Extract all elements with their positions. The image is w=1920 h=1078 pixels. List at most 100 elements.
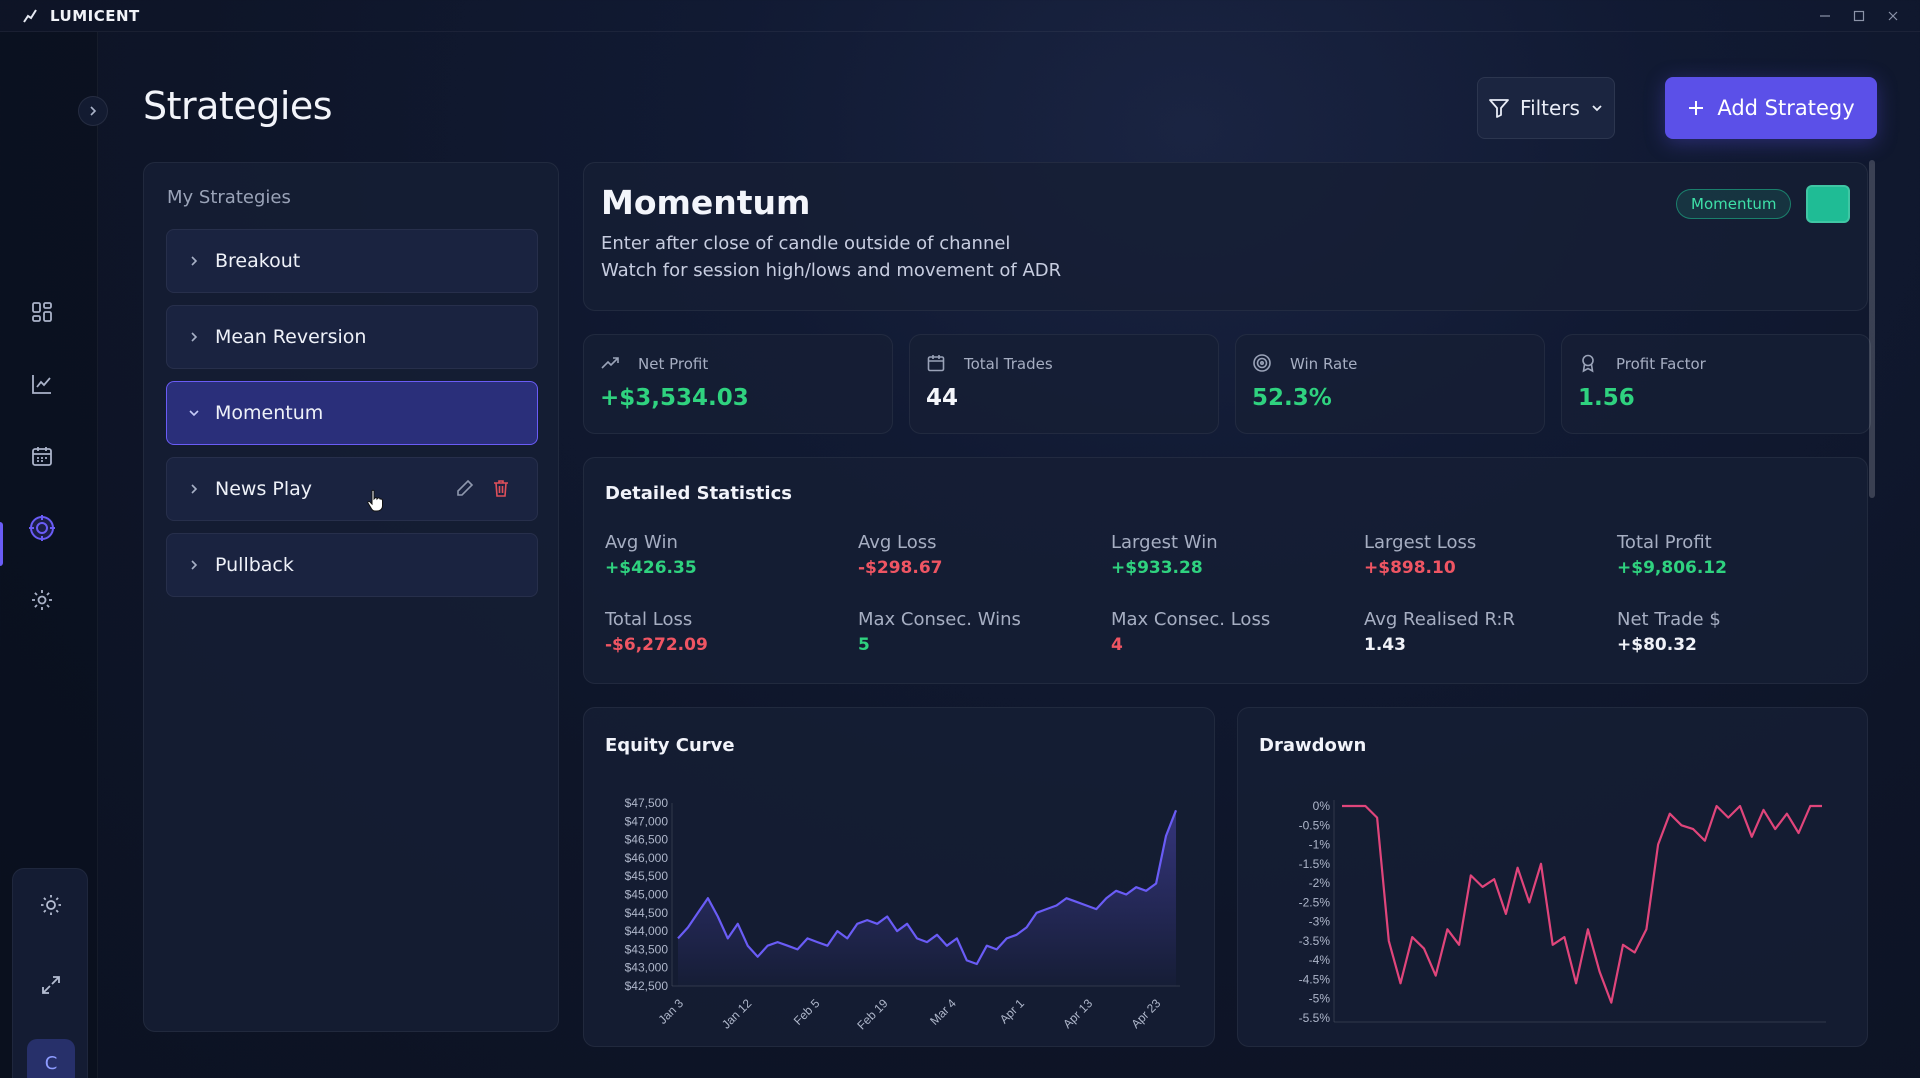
strategy-item-mean-reversion[interactable]: Mean Reversion [166, 305, 538, 369]
equity-curve-chart: $47,500 $47,000 $46,500 $46,000 $45,500 $45,0… [625, 796, 1180, 1033]
edit-icon[interactable] [455, 478, 475, 502]
strategy-label: Breakout [215, 250, 301, 272]
strategy-label: News Play [215, 478, 313, 500]
dstat-value: +$933.28 [1111, 558, 1203, 578]
collapse-sidebar-button[interactable] [78, 96, 108, 126]
dstat-avg-loss: Avg Loss -$298.67 [858, 532, 943, 578]
detailed-statistics-title: Detailed Statistics [605, 483, 792, 504]
app-logo-icon [23, 8, 37, 23]
stat-value: 52.3% [1252, 385, 1332, 411]
y-tick-label: -4% [1309, 953, 1331, 967]
chevron-right-icon [187, 482, 201, 496]
trash-icon[interactable] [491, 478, 511, 502]
dstat-total-loss: Total Loss -$6,272.09 [605, 609, 708, 655]
dstat-label: Avg Win [605, 532, 678, 553]
dstat-label: Avg Loss [858, 532, 937, 553]
dstat-label: Largest Loss [1364, 532, 1477, 553]
dstat-label: Total Profit [1617, 532, 1712, 553]
expand-icon[interactable] [29, 963, 73, 1007]
y-tick-label: -1% [1309, 838, 1331, 852]
chevron-down-icon [187, 406, 201, 420]
y-tick-label: $46,000 [625, 851, 669, 865]
dstat-total-profit: Total Profit +$9,806.12 [1617, 532, 1727, 578]
strategy-item-breakout[interactable]: Breakout [166, 229, 538, 293]
y-tick-label: -3.5% [1299, 934, 1331, 948]
stat-label: Profit Factor [1616, 355, 1706, 373]
chart-icon[interactable] [24, 366, 60, 402]
dstat-value: -$298.67 [858, 558, 943, 578]
strategy-label: Pullback [215, 554, 294, 576]
app-name: LUMICENT [50, 6, 140, 25]
target-icon[interactable] [24, 510, 60, 546]
x-tick-label: Feb 19 [854, 996, 891, 1033]
drawdown-card: 0% -0.5% -1% -1.5% -2% -2.5% -3% -3.5% -4% -4.5% -… [1237, 707, 1868, 1047]
x-tick-label: Apr 1 [997, 996, 1027, 1026]
y-tick-label: $44,500 [625, 906, 669, 920]
strategy-item-news-play[interactable]: News Play [166, 457, 538, 521]
equity-area [678, 810, 1176, 986]
dstat-net-trade: Net Trade $ +$80.32 [1617, 609, 1721, 655]
filter-icon [1489, 99, 1509, 118]
chevron-right-icon [187, 254, 201, 268]
y-tick-label: $45,000 [625, 888, 669, 902]
stat-card-total-trades: Total Trades 44 [909, 334, 1219, 434]
strategy-description-line: Watch for session high/lows and movement… [601, 260, 1062, 281]
dstat-avg-win: Avg Win +$426.35 [605, 532, 697, 578]
dstat-largest-win: Largest Win +$933.28 [1111, 532, 1218, 578]
y-tick-label: -1.5% [1299, 857, 1331, 871]
strategy-color-swatch[interactable] [1806, 185, 1850, 223]
dstat-label: Max Consec. Loss [1111, 609, 1271, 630]
chevron-right-icon [90, 106, 97, 116]
filters-button[interactable]: Filters [1477, 77, 1615, 139]
y-tick-label: -5% [1309, 992, 1331, 1006]
dstat-value: -$6,272.09 [605, 635, 708, 655]
y-tick-label: $43,500 [625, 942, 669, 956]
dstat-largest-loss: Largest Loss +$898.10 [1364, 532, 1476, 578]
strategies-panel: My Strategies Breakout Mean Reversion Mo… [143, 162, 559, 1032]
minimize-icon[interactable] [1812, 4, 1838, 28]
y-tick-label: $44,000 [625, 924, 669, 938]
main-scrollbar[interactable] [1869, 160, 1875, 498]
x-tick-label: Jan 3 [655, 996, 686, 1027]
x-tick-label: Jan 12 [719, 996, 755, 1032]
y-tick-label: $47,500 [625, 796, 669, 810]
dashboard-icon[interactable] [24, 294, 60, 330]
dstat-label: Total Loss [605, 609, 693, 630]
stat-label: Win Rate [1290, 355, 1358, 373]
close-icon[interactable] [1880, 4, 1906, 28]
trend-up-icon [600, 353, 620, 377]
y-tick-label: -3% [1309, 915, 1331, 929]
stat-value: +$3,534.03 [600, 385, 749, 411]
target-icon [1252, 353, 1272, 377]
equity-curve-card: $47,500 $47,000 $46,500 $46,000 $45,500 $45,0… [583, 707, 1215, 1047]
calendar-icon[interactable] [24, 438, 60, 474]
y-tick-label: $47,000 [625, 814, 669, 828]
strategy-item-momentum[interactable]: Momentum [166, 381, 538, 445]
award-icon [1578, 353, 1598, 377]
y-tick-label: 0% [1313, 799, 1331, 813]
avatar[interactable]: C [27, 1039, 75, 1078]
maximize-icon[interactable] [1846, 4, 1872, 28]
bottom-tools: C [12, 868, 88, 1078]
chevron-right-icon [187, 558, 201, 572]
x-tick-label: Feb 5 [791, 996, 823, 1028]
strategy-item-pullback[interactable]: Pullback [166, 533, 538, 597]
stat-label: Total Trades [964, 355, 1053, 373]
drawdown-title: Drawdown [1259, 735, 1367, 756]
y-tick-label: $42,500 [625, 979, 669, 993]
title-bar: LUMICENT [0, 0, 1920, 32]
y-tick-label: $43,000 [625, 961, 669, 975]
settings-icon[interactable] [24, 582, 60, 618]
add-strategy-button[interactable]: Add Strategy [1665, 77, 1877, 139]
dstat-value: 4 [1111, 635, 1123, 655]
strategy-name: Momentum [601, 183, 811, 222]
sun-icon[interactable] [29, 883, 73, 927]
nav-sidebar: C [0, 32, 108, 1078]
stat-value: 1.56 [1578, 385, 1635, 411]
drawdown-line [1342, 804, 1822, 1004]
dstat-value: +$898.10 [1364, 558, 1456, 578]
dstat-max-consec-loss: Max Consec. Loss 4 [1111, 609, 1270, 655]
dstat-value: 1.43 [1364, 635, 1406, 655]
chevron-down-icon [1592, 105, 1602, 112]
dstat-value: +$80.32 [1617, 635, 1697, 655]
